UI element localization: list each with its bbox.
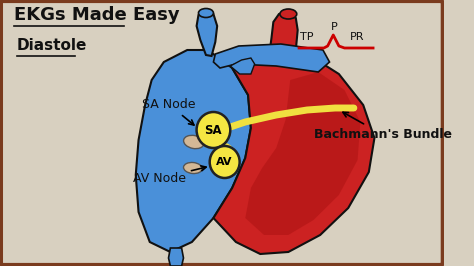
Text: PR: PR [350, 32, 365, 42]
Text: P: P [331, 22, 337, 32]
Polygon shape [245, 72, 360, 235]
Polygon shape [168, 248, 183, 266]
Ellipse shape [183, 163, 202, 173]
Polygon shape [230, 58, 255, 74]
Circle shape [197, 112, 230, 148]
Polygon shape [136, 50, 251, 252]
Polygon shape [213, 44, 329, 72]
FancyBboxPatch shape [1, 1, 443, 265]
Text: TP: TP [301, 32, 314, 42]
Text: AV: AV [217, 157, 233, 167]
Ellipse shape [199, 9, 213, 18]
Text: AV Node: AV Node [133, 166, 206, 185]
Circle shape [210, 146, 240, 178]
Ellipse shape [280, 9, 297, 19]
Text: Diastole: Diastole [17, 38, 87, 53]
Ellipse shape [183, 135, 204, 149]
Polygon shape [213, 50, 374, 254]
Text: SA: SA [205, 123, 222, 136]
Text: EKGs Made Easy: EKGs Made Easy [14, 6, 180, 24]
Polygon shape [197, 12, 217, 56]
Text: SA Node: SA Node [142, 98, 196, 125]
Text: Bachmann's Bundle: Bachmann's Bundle [314, 112, 452, 141]
Polygon shape [270, 13, 298, 56]
